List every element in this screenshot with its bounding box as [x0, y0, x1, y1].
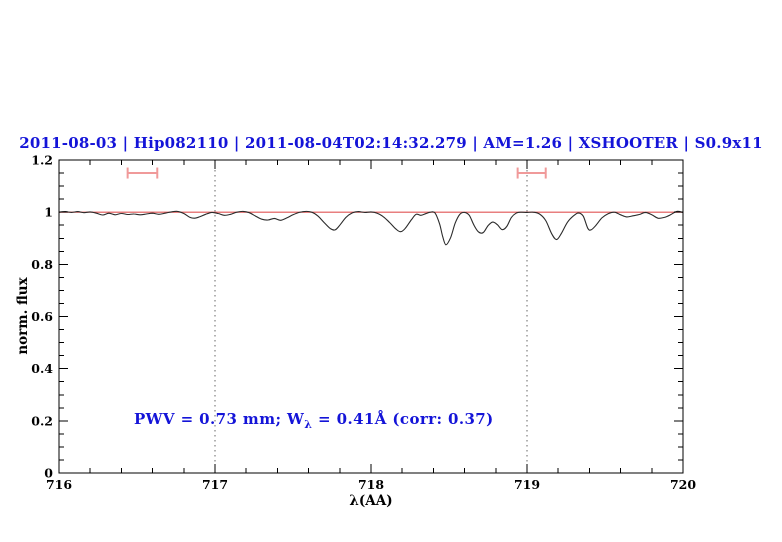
- plot-title: 2011-08-03 | Hip082110 | 2011-08-04T02:1…: [19, 134, 763, 152]
- x-tick-label: 720: [670, 477, 696, 492]
- range-markers: [126, 167, 547, 179]
- x-tick-label: 717: [202, 477, 228, 492]
- y-tick-label: 0.4: [31, 361, 53, 376]
- y-axis-label: norm. flux: [15, 276, 31, 354]
- x-tick-labels: 716 717 718 719 720: [46, 477, 696, 492]
- y-tick-label: 0.8: [31, 257, 53, 272]
- y-tick-label: 1: [44, 205, 53, 220]
- x-tick-label: 719: [514, 477, 540, 492]
- y-tick-label: 0: [44, 466, 53, 481]
- y-tick-labels: 0 0.2 0.4 0.6 0.8 1 1.2: [31, 153, 53, 481]
- x-axis-label: λ(AA): [349, 493, 392, 509]
- dotted-gridlines: [214, 160, 528, 473]
- x-tick-label: 716: [46, 477, 72, 492]
- y-tick-label: 1.2: [31, 153, 53, 168]
- pwv-annotation-prefix: PWV = 0.73 mm; W: [134, 410, 305, 428]
- y-tick-label: 0.2: [31, 413, 53, 428]
- pwv-annotation-lambda-sub: λ: [304, 418, 313, 431]
- spectrum-curve: [58, 210, 684, 246]
- spectrum-line: [58, 210, 684, 246]
- y-tick-label: 0.6: [31, 309, 53, 324]
- x-tick-label: 718: [358, 477, 384, 492]
- axis-ticks: [58, 159, 684, 474]
- pwv-annotation-suffix: = 0.41Å (corr: 0.37): [312, 410, 494, 428]
- pwv-annotation: PWV = 0.73 mm; Wλ = 0.41Å (corr: 0.37): [134, 410, 494, 431]
